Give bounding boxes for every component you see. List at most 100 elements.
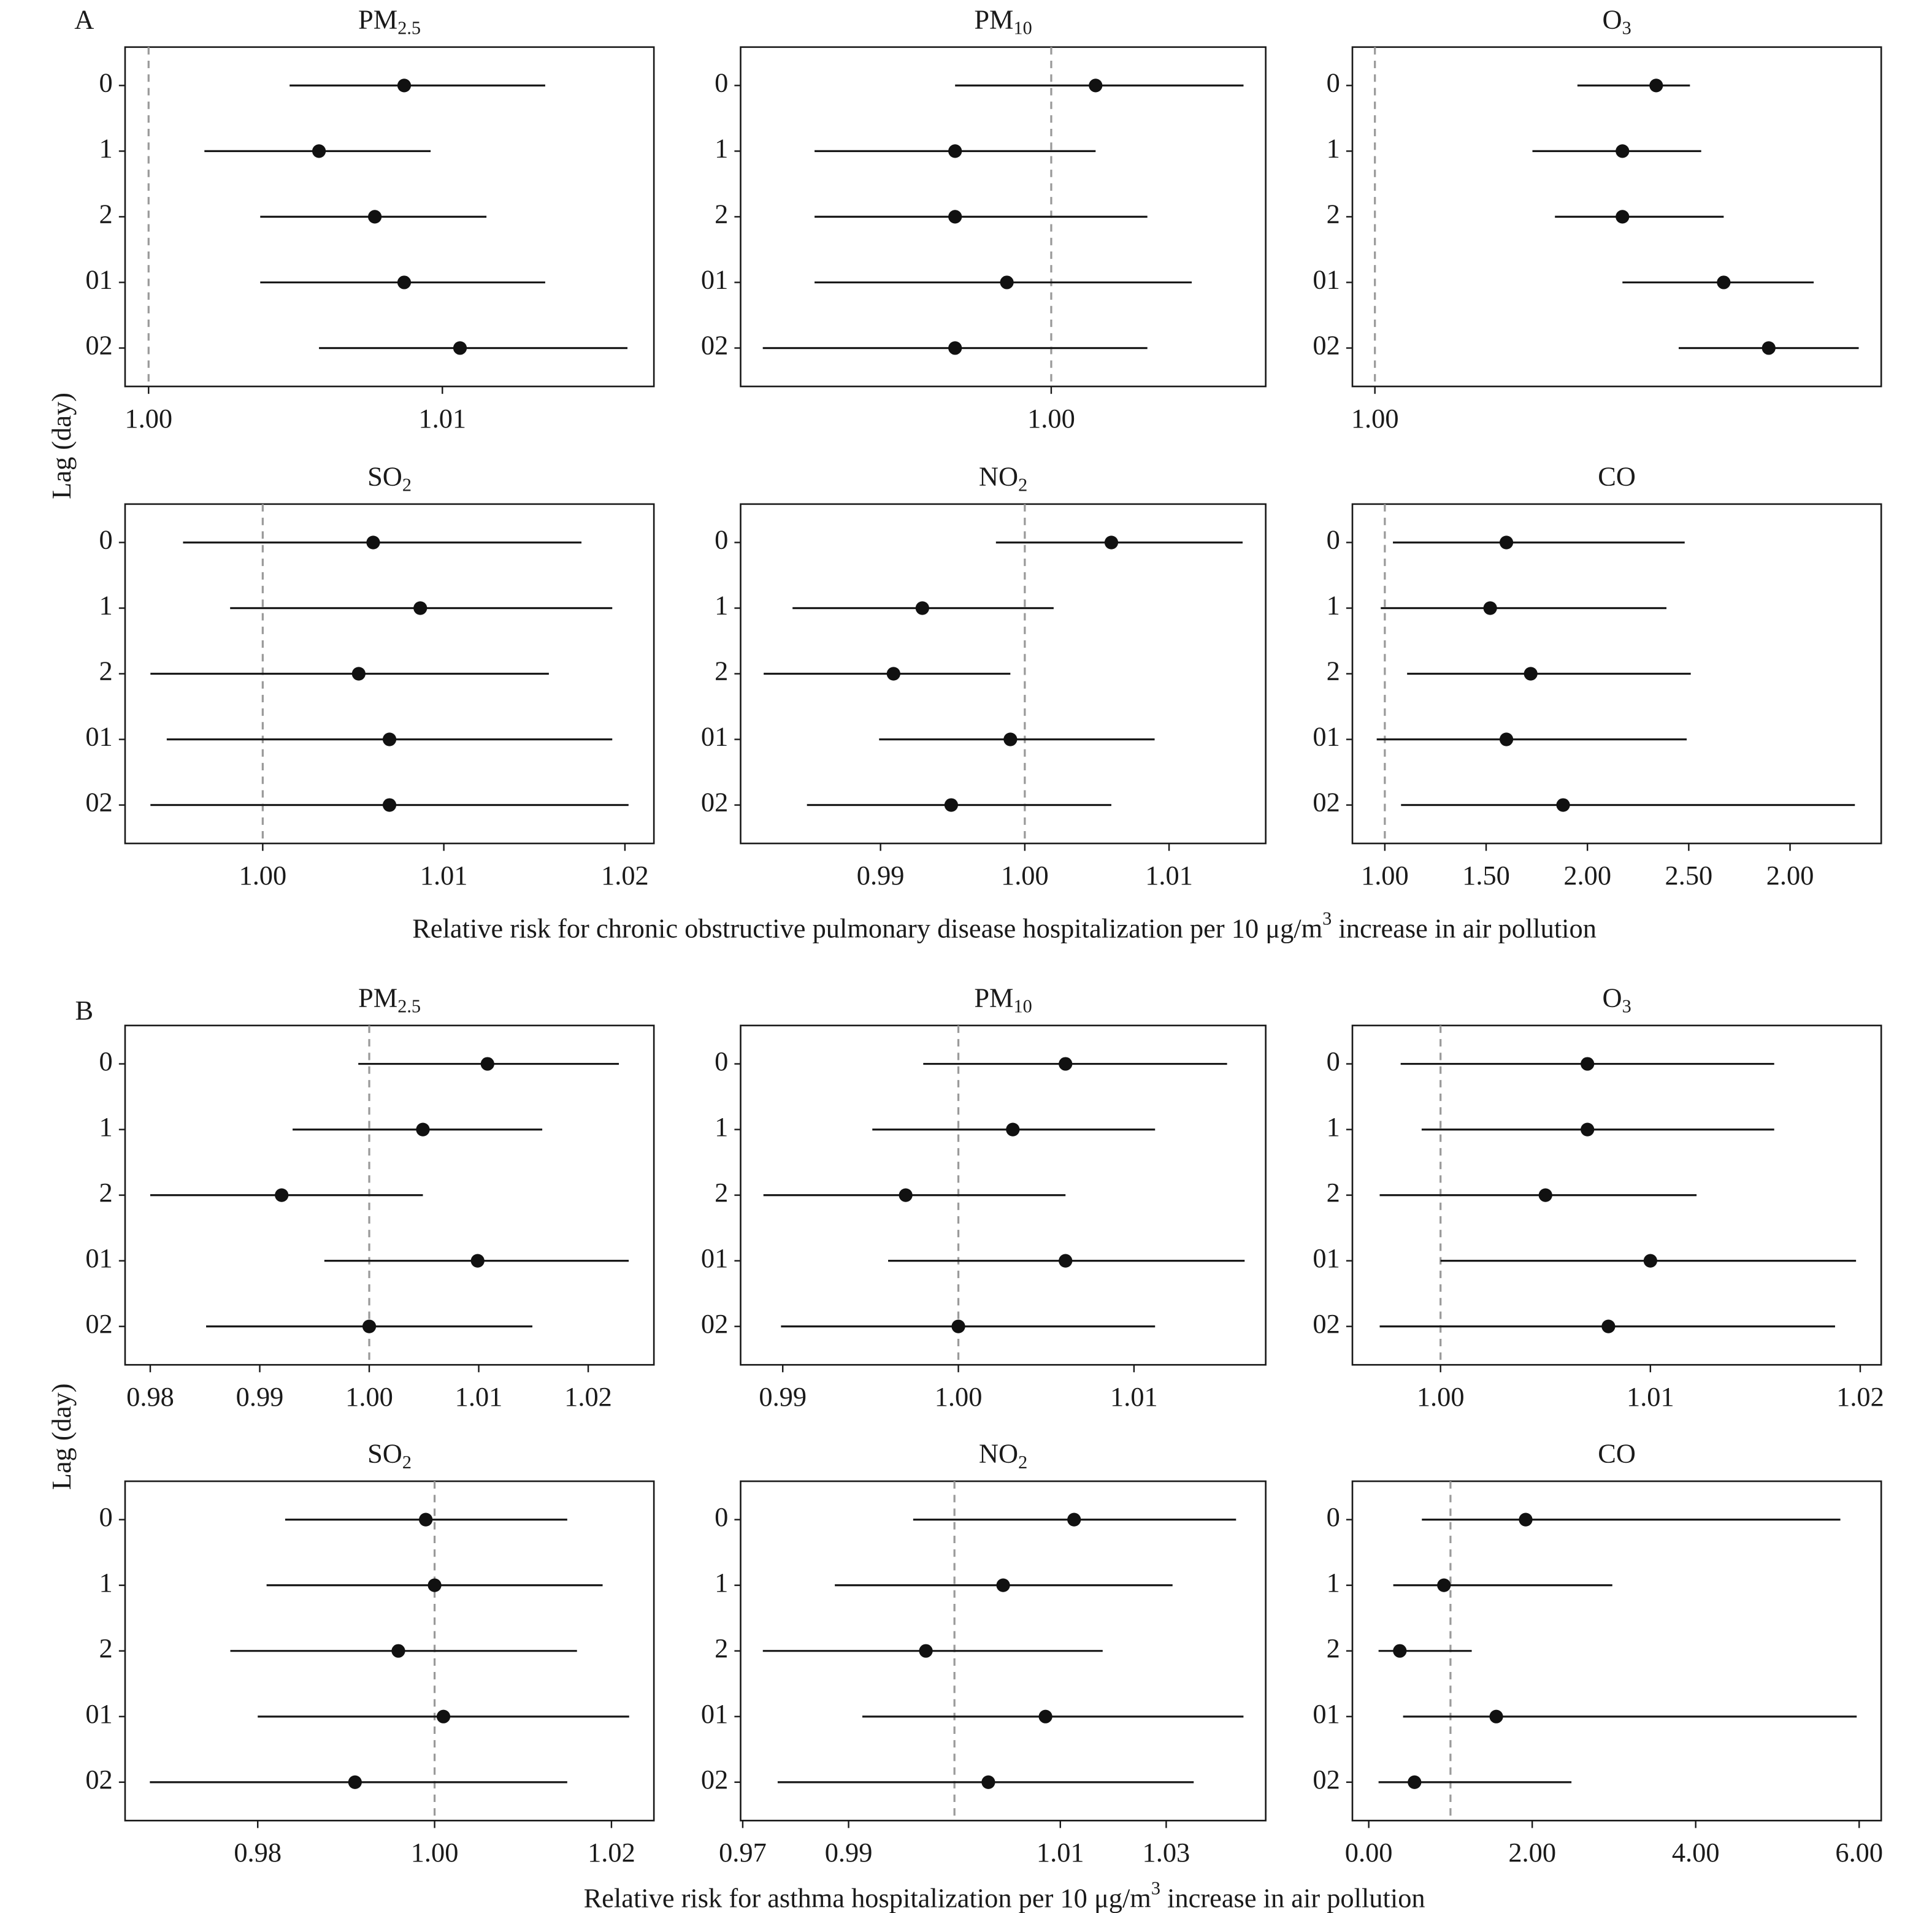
y-tick-label: 01 xyxy=(701,721,728,752)
y-tick-label: 1 xyxy=(715,590,728,621)
x-tick-label: 2.50 xyxy=(1665,860,1713,891)
point-estimate xyxy=(480,1057,494,1071)
point-estimate xyxy=(1499,535,1514,550)
point-estimate xyxy=(981,1775,995,1789)
y-tick-label: 0 xyxy=(715,67,728,98)
y-tick-label: 2 xyxy=(99,199,113,229)
y-tick-label: 1 xyxy=(1327,590,1340,621)
y-tick-label: 0 xyxy=(99,67,113,98)
point-estimate xyxy=(366,535,380,550)
x-axis-label-part: increase in air pollution xyxy=(1332,913,1597,944)
y-tick-label: 1 xyxy=(1327,133,1340,164)
x-tick-label: 1.00 xyxy=(935,1381,983,1412)
y-tick-label: 02 xyxy=(85,1764,112,1795)
point-estimate xyxy=(1524,667,1538,681)
point-estimate xyxy=(1717,275,1731,289)
point-estimate xyxy=(1059,1254,1073,1268)
y-axis-label: Lag (day) xyxy=(46,393,77,499)
x-tick-label: 2.00 xyxy=(1563,860,1611,891)
panel-title-main: CO xyxy=(1598,461,1636,492)
x-tick-label: 1.03 xyxy=(1143,1837,1190,1868)
panel-title-main: CO xyxy=(1598,1438,1636,1469)
y-tick-label: 2 xyxy=(715,656,728,686)
point-estimate xyxy=(367,210,382,224)
point-estimate xyxy=(397,275,412,289)
panel-title: SO2 xyxy=(367,1438,412,1473)
point-estimate xyxy=(1499,732,1514,746)
x-tick-label: 1.02 xyxy=(1836,1381,1884,1412)
x-tick-label: 0.99 xyxy=(759,1381,807,1412)
panel-title-sub: 10 xyxy=(1014,17,1032,38)
x-tick-label: 1.00 xyxy=(1361,860,1409,891)
point-estimate xyxy=(1089,79,1103,93)
y-tick-label: 2 xyxy=(1327,1177,1340,1208)
point-estimate xyxy=(391,1644,405,1658)
x-tick-label: 0.97 xyxy=(719,1837,767,1868)
point-estimate xyxy=(1601,1319,1616,1333)
x-tick-label: 0.99 xyxy=(825,1837,873,1868)
point-estimate xyxy=(1437,1578,1451,1592)
point-estimate xyxy=(1059,1057,1073,1071)
y-tick-label: 2 xyxy=(1327,656,1340,686)
point-estimate xyxy=(382,732,397,746)
panel-title: CO xyxy=(1598,1438,1636,1469)
x-tick-label: 1.00 xyxy=(239,860,286,891)
panel-label: B xyxy=(75,995,93,1026)
point-estimate xyxy=(919,1644,933,1658)
point-estimate xyxy=(382,798,397,812)
y-tick-label: 01 xyxy=(701,1243,728,1273)
point-estimate xyxy=(1643,1254,1657,1268)
panel-title: CO xyxy=(1598,461,1636,492)
y-tick-label: 01 xyxy=(1313,721,1340,752)
x-axis-label-sup: 3 xyxy=(1151,1877,1160,1898)
y-tick-label: 2 xyxy=(715,1177,728,1208)
y-tick-label: 02 xyxy=(701,1308,728,1339)
y-tick-label: 0 xyxy=(99,1501,113,1532)
y-tick-label: 02 xyxy=(1313,787,1340,818)
point-estimate xyxy=(948,144,962,158)
y-tick-label: 1 xyxy=(715,1111,728,1142)
panel-title-sub: 2 xyxy=(1018,475,1027,496)
y-tick-label: 0 xyxy=(715,1501,728,1532)
point-estimate xyxy=(1649,79,1663,93)
y-tick-label: 1 xyxy=(99,133,113,164)
x-axis-label-part: Relative risk for chronic obstructive pu… xyxy=(412,913,1322,944)
point-estimate xyxy=(899,1188,913,1202)
y-tick-label: 01 xyxy=(85,721,112,752)
y-tick-label: 02 xyxy=(701,787,728,818)
panel-title-main: PM xyxy=(974,983,1013,1013)
point-estimate xyxy=(413,601,427,615)
panel-title-main: PM xyxy=(974,4,1013,35)
x-tick-label: 1.01 xyxy=(1110,1381,1158,1412)
y-tick-label: 1 xyxy=(715,133,728,164)
x-tick-label: 1.00 xyxy=(1027,403,1075,434)
y-tick-label: 0 xyxy=(1327,524,1340,555)
point-estimate xyxy=(1519,1512,1533,1527)
x-axis-label: Relative risk for asthma hospitalization… xyxy=(584,1877,1425,1913)
panel-title-sub: 2.5 xyxy=(397,17,421,38)
x-tick-label: 1.01 xyxy=(1145,860,1193,891)
point-estimate xyxy=(1581,1057,1595,1071)
x-tick-label: 1.00 xyxy=(125,403,172,434)
x-tick-label: 2.00 xyxy=(1508,1837,1556,1868)
panel-title-sub: 3 xyxy=(1622,996,1631,1017)
y-tick-label: 01 xyxy=(701,1698,728,1729)
x-tick-label: 1.00 xyxy=(345,1381,393,1412)
y-tick-label: 1 xyxy=(99,1111,113,1142)
y-tick-label: 01 xyxy=(1313,1243,1340,1273)
panel-title-sub: 2 xyxy=(402,1452,412,1473)
point-estimate xyxy=(886,667,900,681)
x-tick-label: 0.98 xyxy=(234,1837,282,1868)
x-tick-label: 1.00 xyxy=(1001,860,1049,891)
point-estimate xyxy=(1538,1188,1552,1202)
panel-title-main: NO xyxy=(979,1438,1018,1469)
y-tick-label: 0 xyxy=(715,524,728,555)
y-tick-label: 1 xyxy=(715,1567,728,1598)
panel-title-main: O xyxy=(1602,4,1622,35)
y-axis-label: Lag (day) xyxy=(46,1383,77,1490)
panel-title: O3 xyxy=(1602,4,1631,39)
point-estimate xyxy=(948,210,962,224)
point-estimate xyxy=(436,1709,451,1723)
x-tick-label: 1.01 xyxy=(1627,1381,1674,1412)
